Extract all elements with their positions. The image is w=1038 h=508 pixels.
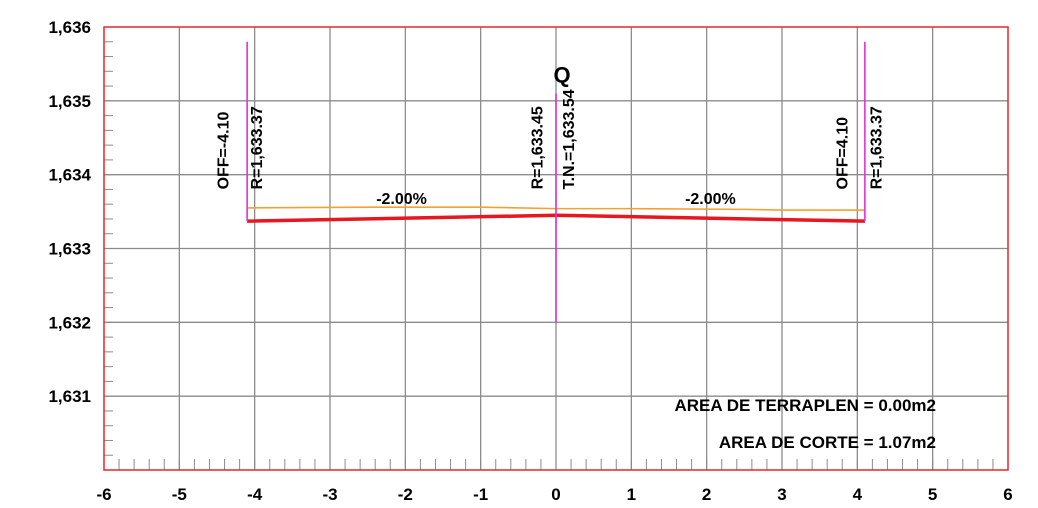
annotation-axis-symbol: Q xyxy=(553,62,570,87)
x-tick-label: -4 xyxy=(247,485,263,504)
x-tick-label: 0 xyxy=(551,485,560,504)
annotations: OFF=-4.10 R=1,633.37 R=1,633.45 T.N.=1,633.… xyxy=(215,62,885,208)
y-tick-label: 1,635 xyxy=(48,92,91,111)
area-corte-label: AREA DE CORTE = 1.07m2 xyxy=(719,433,936,452)
annotation-left-elev: R=1,633.37 xyxy=(249,106,266,189)
annotation-right-offset: OFF=4.10 xyxy=(835,117,852,190)
area-terraplen-label: AREA DE TERRAPLEN = 0.00m2 xyxy=(674,396,936,415)
x-tick-label: -1 xyxy=(473,485,488,504)
annotation-center-elev: R=1,633.45 xyxy=(529,106,546,189)
x-tick-label: -5 xyxy=(172,485,187,504)
x-tick-label: 1 xyxy=(627,485,636,504)
y-tick-label: 1,636 xyxy=(48,18,91,37)
annotation-right-elev: R=1,633.37 xyxy=(868,106,885,189)
x-tick-label: 4 xyxy=(853,485,863,504)
y-tick-label: 1,631 xyxy=(48,387,91,406)
x-tick-label: 2 xyxy=(702,485,711,504)
tick-labels: -6 -5 -4 -3 -2 -1 0 1 2 3 4 5 6 1,631 1,632 1,633 1,634 1… xyxy=(48,18,1012,504)
area-labels: AREA DE TERRAPLEN = 0.00m2 AREA DE CORTE… xyxy=(674,396,936,452)
y-tick-label: 1,633 xyxy=(48,240,91,259)
y-tick-label: 1,634 xyxy=(48,166,91,185)
annotation-slope-right: -2.00% xyxy=(685,191,736,208)
x-tick-label: 6 xyxy=(1003,485,1012,504)
x-tick-label: -6 xyxy=(96,485,111,504)
y-tick-label: 1,632 xyxy=(48,313,91,332)
x-tick-label: 5 xyxy=(928,485,937,504)
annotation-left-offset: OFF=-4.10 xyxy=(215,112,232,190)
annotation-slope-left: -2.00% xyxy=(376,191,427,208)
x-tick-label: -2 xyxy=(398,485,413,504)
x-tick-label: -3 xyxy=(322,485,337,504)
annotation-center-tn: T.N.=1,633.54 xyxy=(561,89,578,189)
x-tick-label: 3 xyxy=(777,485,786,504)
